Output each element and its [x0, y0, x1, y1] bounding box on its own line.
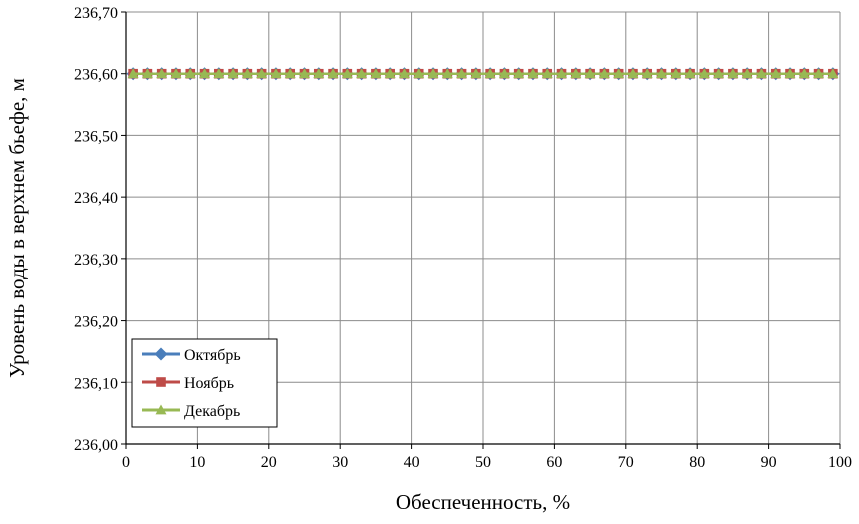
data-point — [413, 68, 425, 79]
x-tick-label: 20 — [261, 454, 277, 471]
data-point — [470, 68, 482, 79]
data-point — [570, 68, 582, 79]
x-tick-label: 100 — [828, 454, 852, 471]
legend-label: Ноябрь — [184, 375, 234, 392]
data-point — [770, 68, 782, 79]
series-layer — [126, 67, 840, 81]
data-point — [370, 68, 382, 79]
y-tick-label: 236,30 — [74, 252, 118, 269]
x-tick-label: 10 — [189, 454, 205, 471]
data-point — [656, 68, 667, 79]
data-point — [427, 68, 439, 79]
y-tick-label: 236,00 — [74, 437, 118, 454]
axes — [121, 11, 841, 449]
data-point — [327, 68, 339, 79]
y-tick-label: 236,50 — [74, 128, 118, 145]
data-point — [441, 68, 453, 79]
legend-swatch-marker — [156, 377, 166, 387]
data-point — [755, 68, 767, 79]
legend-label: Декабрь — [184, 403, 240, 420]
legend-swatch-marker — [155, 404, 167, 415]
data-point — [713, 68, 725, 79]
data-point — [227, 68, 239, 79]
data-point — [527, 68, 539, 79]
data-point — [813, 68, 825, 79]
data-point — [284, 68, 296, 79]
legend-item: Декабрь — [142, 403, 240, 420]
data-point — [170, 68, 182, 79]
data-point — [356, 68, 368, 79]
data-point — [241, 68, 253, 79]
legend: Октябрь Ноябрь Декабрь — [131, 338, 278, 428]
x-axis-title: Обеспеченность, % — [396, 490, 570, 514]
data-point — [698, 68, 710, 79]
legend-items: Октябрь Ноябрь Декабрь — [142, 347, 241, 420]
x-tick-label: 90 — [761, 454, 777, 471]
data-point — [256, 68, 268, 79]
data-point — [127, 68, 139, 79]
y-tick-label: 236,20 — [74, 314, 118, 331]
data-point — [741, 68, 753, 79]
data-point — [613, 68, 625, 79]
data-point — [199, 68, 211, 79]
data-point — [827, 68, 839, 79]
data-point — [598, 68, 610, 79]
data-point — [498, 68, 510, 79]
y-axis-title: Уровень воды в верхнем бьефе, м — [5, 78, 29, 378]
legend-item: Октябрь — [142, 347, 241, 364]
y-tick-label: 236,70 — [74, 5, 118, 22]
data-point — [641, 68, 653, 79]
data-point — [270, 68, 282, 79]
data-point — [141, 68, 153, 79]
data-point — [299, 68, 310, 79]
data-point — [156, 68, 168, 79]
data-point — [798, 68, 810, 79]
data-point — [513, 68, 525, 79]
data-point — [541, 68, 553, 79]
x-tick-label: 30 — [332, 454, 348, 471]
x-tick-label: 40 — [404, 454, 420, 471]
data-point — [456, 68, 468, 79]
data-point — [784, 68, 796, 79]
data-point — [670, 68, 682, 79]
data-point — [684, 68, 696, 79]
legend-label: Октябрь — [184, 347, 241, 364]
tick-labels: 0 10 20 30 40 50 60 70 80 90 100 236,00 236,10 236,20… — [74, 5, 852, 471]
x-tick-label: 60 — [546, 454, 562, 471]
y-tick-label: 236,60 — [74, 67, 118, 84]
data-point — [556, 68, 568, 79]
data-point — [398, 68, 410, 79]
data-point — [384, 68, 396, 79]
data-point — [627, 68, 639, 79]
x-tick-label: 70 — [618, 454, 634, 471]
y-tick-label: 236,10 — [74, 375, 118, 392]
x-tick-label: 80 — [689, 454, 705, 471]
data-point — [484, 68, 496, 79]
x-tick-label: 0 — [122, 454, 130, 471]
data-point — [584, 68, 596, 79]
legend-item: Ноябрь — [142, 375, 234, 392]
series-3 — [127, 68, 839, 79]
data-point — [313, 68, 325, 79]
data-point — [184, 68, 196, 79]
y-tick-label: 236,40 — [74, 190, 118, 207]
legend-swatch-marker — [154, 347, 168, 361]
data-point — [727, 68, 739, 79]
x-tick-label: 50 — [475, 454, 491, 471]
data-point — [213, 68, 225, 79]
data-point — [341, 68, 353, 79]
